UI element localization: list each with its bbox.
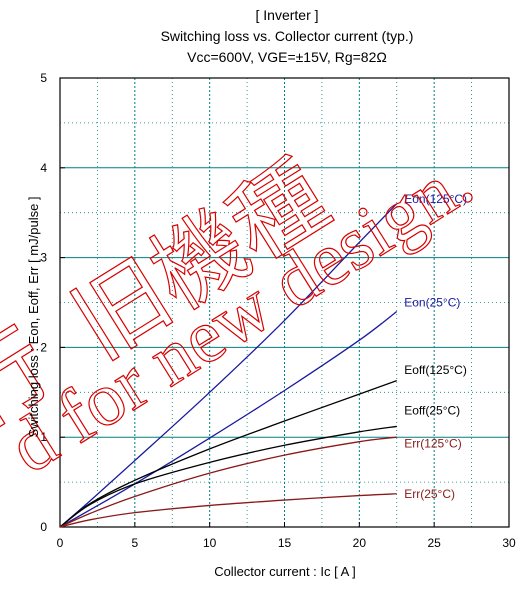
series-labels: Eon(125°C) Eon(25°C) Eoff(125°C) Eoff(25°C)… — [404, 192, 467, 501]
y-tick-label: 5 — [40, 71, 47, 85]
series-label-eon-125-c: Eon(125°C) — [404, 192, 467, 206]
title-line-1: [ Inverter ] — [255, 7, 318, 23]
x-tick-label: 10 — [203, 536, 217, 550]
title-line-2: Switching loss vs. Collector current (ty… — [161, 28, 414, 44]
x-axis-title: Collector current : Ic [ A ] — [214, 564, 356, 579]
y-tick-label: 0 — [40, 520, 47, 534]
series-label-eoff-25-c: Eoff(25°C) — [404, 403, 460, 417]
series-label-eon-25-c: Eon(25°C) — [404, 296, 460, 310]
y-axis-title: Switching loss : Eon, Eoff, Err [ mJ/pul… — [26, 196, 41, 437]
x-tick-label: 25 — [427, 536, 441, 550]
title-line-3: Vcc=600V, VGE=±15V, Rg=82Ω — [187, 49, 387, 65]
x-tick-label: 0 — [57, 536, 64, 550]
grid — [60, 78, 509, 527]
series-line-eoff-125-c — [59, 380, 397, 528]
series-label-eoff-125-c: Eoff(125°C) — [404, 363, 467, 377]
y-tick-label: 1 — [40, 430, 47, 444]
x-tick-label: 20 — [353, 536, 367, 550]
chart-title: [ Inverter ] Switching loss vs. Collecto… — [161, 7, 414, 65]
series-line-eoff-25-c — [59, 425, 397, 528]
y-tick-label: 3 — [40, 251, 47, 265]
x-tick-label: 30 — [502, 536, 516, 550]
series-line-err-125-c — [59, 436, 397, 528]
series-lines — [59, 203, 398, 528]
y-tick-label: 4 — [40, 161, 47, 175]
series-line-eon-125-c — [59, 203, 398, 528]
series-line-err-25-c — [59, 493, 397, 528]
axes: 0 5 10 15 20 25 30 0 1 2 3 4 5 — [40, 71, 516, 550]
x-tick-label: 15 — [278, 536, 292, 550]
x-tick-label: 5 — [131, 536, 138, 550]
y-tick-label: 2 — [40, 340, 47, 354]
series-label-err-125-c: Err(125°C) — [404, 436, 461, 450]
series-label-err-25-c: Err(25°C) — [404, 487, 455, 501]
series-line-eon-25-c — [59, 310, 398, 528]
